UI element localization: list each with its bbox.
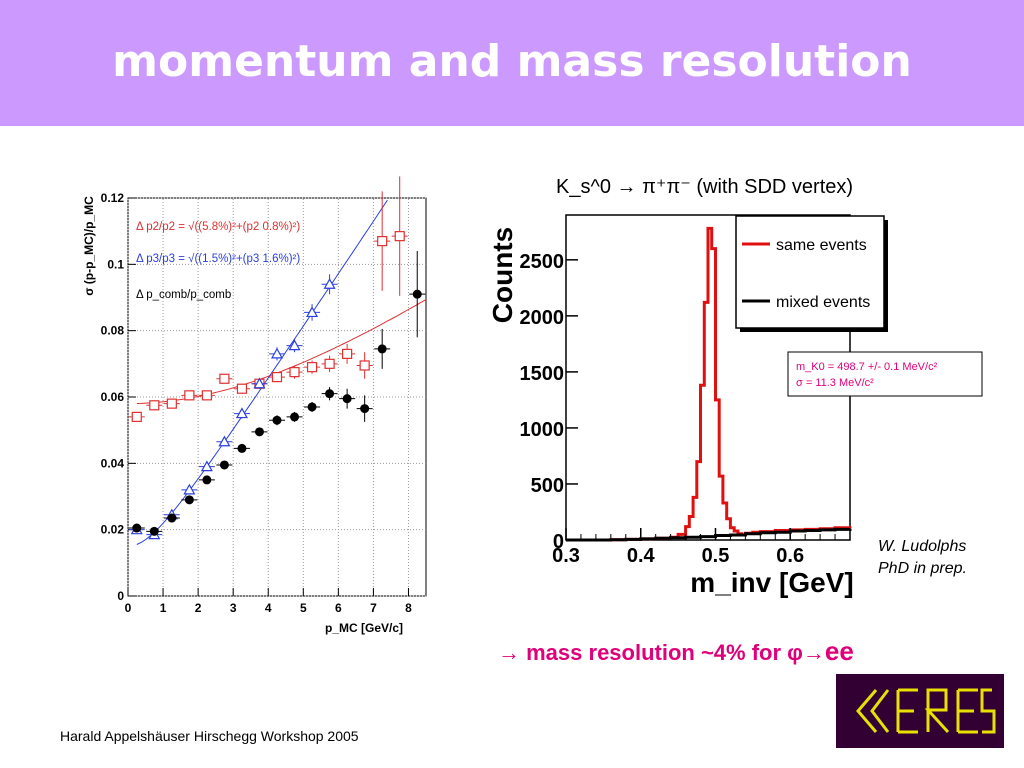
x-tick-label: 3 — [230, 601, 237, 615]
conclusion-text: mass resolution ~4% for — [526, 640, 788, 665]
data-point — [149, 526, 159, 536]
data-point — [184, 390, 195, 401]
y-tick-label: 0.12 — [101, 191, 125, 205]
data-point — [131, 411, 142, 422]
data-point — [235, 407, 248, 419]
data-point — [202, 475, 212, 485]
data-point — [219, 373, 230, 384]
x-tick-label: 2 — [195, 601, 202, 615]
arrow-icon: → — [498, 640, 520, 665]
data-point — [236, 383, 248, 394]
author-note: PhD in prep. — [878, 560, 967, 577]
data-point — [360, 404, 370, 414]
data-point — [272, 415, 282, 425]
conclusion-tail: ee — [824, 636, 854, 666]
conclusion-line: → mass resolution ~4% for φ→ee — [498, 636, 854, 667]
y-tick-label: 0 — [117, 589, 124, 603]
mass-chart-title-text: K_s^0 → π⁺π⁻ (with SDD vertex) — [556, 176, 854, 198]
data-point — [132, 523, 142, 533]
data-point — [306, 306, 319, 318]
data-point — [184, 495, 194, 505]
momentum-plot-frame — [127, 197, 427, 597]
data-point — [200, 460, 213, 472]
logo-text: CERES — [918, 743, 922, 745]
footer-text: Harald Appelshäuser Hirschegg Workshop 2… — [60, 728, 359, 744]
data-point — [323, 277, 336, 289]
data-point — [342, 394, 352, 404]
x-tick-label: 1 — [160, 601, 167, 615]
data-point — [307, 402, 317, 412]
page-title: momentum and mass resolution — [112, 36, 912, 87]
data-point — [270, 347, 284, 359]
data-point — [377, 236, 388, 247]
legend-entry: Δ p_comb/p_comb — [136, 289, 231, 301]
data-point — [342, 348, 353, 359]
data-point — [377, 344, 387, 354]
data-point — [219, 460, 229, 470]
y-tick-label: 0.08 — [101, 324, 125, 338]
data-point — [167, 513, 177, 523]
legend-entry: Δ p2/p2 = √((5.8%)²+(p2 0.8%)²) — [136, 220, 300, 233]
y-tick-label: 0.06 — [101, 390, 125, 404]
data-point — [253, 377, 266, 389]
data-point — [394, 231, 405, 242]
author-name: W. Ludolphs — [878, 538, 967, 555]
legend-entry: Δ p3/p3 = √((1.5%)²+(p3 1.6%)²) — [136, 252, 300, 265]
data-point — [412, 289, 422, 299]
data-point — [359, 360, 370, 371]
momentum-y-axis-label: σ (p-p_MC)/p_MC — [82, 196, 96, 296]
y-tick-label: 0.1 — [107, 257, 124, 271]
title-bar — [0, 0, 1024, 126]
data-point — [201, 390, 212, 401]
data-point — [149, 400, 160, 411]
author-credit: W. Ludolphs PhD in prep. — [878, 536, 967, 580]
y-tick-label: 0.02 — [101, 523, 125, 537]
data-point — [254, 427, 264, 437]
data-point — [306, 362, 318, 373]
data-point — [290, 412, 300, 422]
x-tick-label: 4 — [265, 601, 272, 615]
x-tick-label: 6 — [335, 601, 342, 615]
x-tick-label: 5 — [300, 601, 307, 615]
data-point — [218, 435, 231, 447]
data-point — [237, 443, 247, 453]
ceres-logo: CERES — [836, 674, 1004, 748]
phi-symbol: φ — [787, 640, 803, 665]
data-point — [324, 358, 335, 369]
data-point — [183, 483, 196, 495]
arrow-icon: → — [802, 640, 825, 665]
data-point — [289, 367, 300, 378]
x-tick-label: 8 — [405, 601, 412, 615]
data-point — [271, 372, 283, 383]
data-point — [166, 398, 177, 409]
mass-chart-title: K_s^0 → π⁺π⁻ (with SDD vertex) — [556, 174, 853, 199]
data-point — [325, 389, 335, 399]
momentum-x-axis-label: p_MC [GeV/c] — [325, 621, 403, 635]
x-tick-label: 0 — [125, 601, 132, 615]
y-tick-label: 0.04 — [101, 456, 125, 470]
data-point — [288, 339, 301, 351]
x-tick-label: 7 — [370, 601, 377, 615]
